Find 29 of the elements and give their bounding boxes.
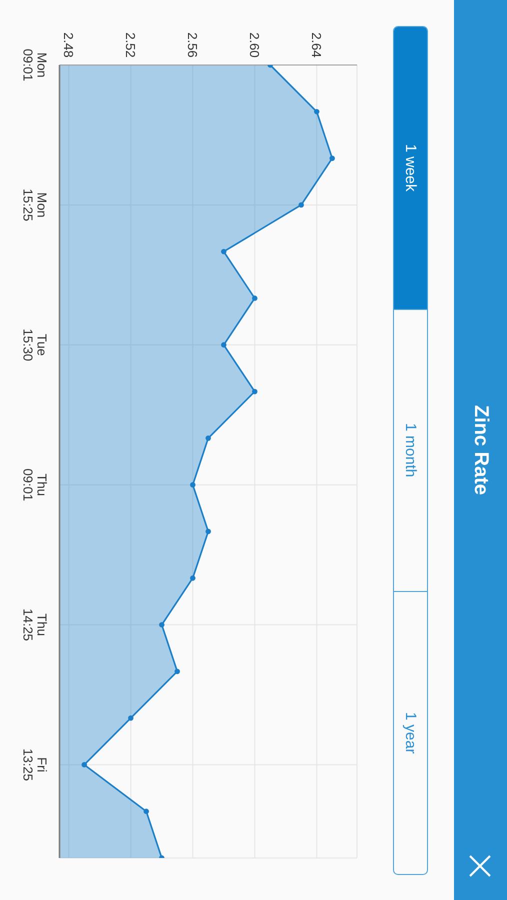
point — [206, 435, 211, 441]
x-tick-label: 2.48 — [61, 32, 76, 58]
point — [221, 248, 226, 254]
y-tick-label: Tue 15:30 — [20, 328, 50, 362]
segmented-control: 1 week 1 month 1 year — [393, 26, 428, 875]
point — [190, 482, 196, 488]
point — [252, 296, 258, 301]
y-tick-label: Mon 15:25 — [20, 188, 50, 222]
point — [206, 528, 211, 534]
point — [314, 108, 320, 114]
x-tick-label: 2.56 — [185, 32, 200, 58]
y-tick-label: Thu 14:25 — [20, 608, 50, 642]
point — [330, 156, 335, 161]
point — [298, 202, 304, 208]
point — [252, 388, 258, 394]
point — [128, 715, 134, 721]
y-tick-label: Mon 09:01 — [20, 48, 50, 82]
y-tick-label: Thu 09:01 — [20, 468, 50, 502]
y-tick-label: Fri 13:25 — [20, 748, 50, 781]
x-tick-label: 2.64 — [309, 32, 324, 58]
point — [82, 762, 87, 768]
point — [190, 575, 196, 581]
x-tick-label: 2.60 — [247, 32, 262, 58]
point — [144, 808, 149, 814]
point — [159, 622, 164, 628]
x-tick-label: 2.52 — [123, 32, 138, 58]
point — [221, 342, 226, 348]
text: Zinc Rate — [469, 404, 492, 496]
point — [174, 668, 180, 674]
